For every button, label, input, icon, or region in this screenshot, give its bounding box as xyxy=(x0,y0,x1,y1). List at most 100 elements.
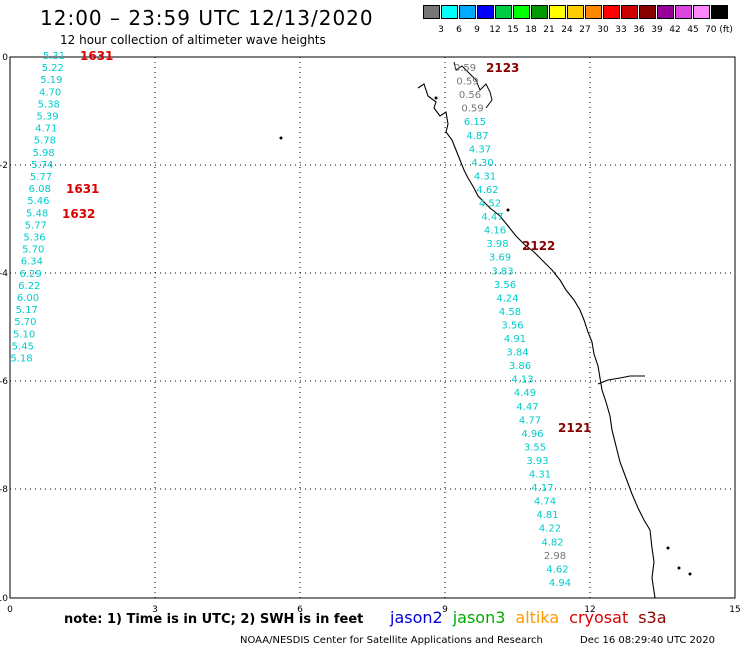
map-title: 12:00 – 23:59 UTC 12/13/2020 xyxy=(40,6,374,30)
color-scale-label: 18 xyxy=(525,25,537,35)
color-scale-label: 45 xyxy=(687,25,699,35)
color-swatch xyxy=(693,5,710,19)
wave-height-value: 5.74 xyxy=(31,160,53,171)
wave-height-value: 4.37 xyxy=(469,144,491,155)
color-swatch xyxy=(441,5,458,19)
wave-height-value: 5.77 xyxy=(30,172,52,183)
wave-height-value: 5.78 xyxy=(34,136,56,147)
wave-height-value: 5.19 xyxy=(40,75,62,86)
wave-height-value: 3.93 xyxy=(526,456,548,467)
wave-height-value: 4.96 xyxy=(521,429,543,440)
wave-height-value: 5.46 xyxy=(27,196,49,207)
satellite-legend: jason2 jason3 altika cryosat s3a xyxy=(390,608,677,627)
wave-height-value: 3.56 xyxy=(501,320,523,331)
wave-height-value: 4.77 xyxy=(519,415,541,426)
coastline xyxy=(417,83,656,599)
color-swatch xyxy=(657,5,674,19)
wave-height-value: 6.08 xyxy=(29,184,51,195)
color-scale-label: 30 xyxy=(597,25,609,35)
x-tick-label: 6 xyxy=(297,605,303,615)
pass-time-label: 2123 xyxy=(486,61,519,75)
wave-height-value: 3.86 xyxy=(509,361,531,372)
wave-height-value: 4.52 xyxy=(479,199,501,210)
wave-height-value: 5.70 xyxy=(22,245,44,256)
color-scale-label: 33 xyxy=(615,25,627,35)
pass-time-label: 1631 xyxy=(66,182,99,196)
satellite-legend-item: jason3 xyxy=(452,608,506,627)
wave-height-value: 4.47 xyxy=(481,212,503,223)
wave-height-value: 4.17 xyxy=(531,483,553,494)
wave-height-value: 4.31 xyxy=(474,171,496,182)
wave-height-value: 0.59 xyxy=(456,77,478,88)
wave-height-value: 5.39 xyxy=(36,112,58,123)
color-scale-label: 42 xyxy=(669,25,681,35)
island xyxy=(434,96,438,100)
island xyxy=(279,136,283,140)
color-swatch xyxy=(603,5,620,19)
color-swatch xyxy=(621,5,638,19)
island xyxy=(666,546,670,550)
wave-height-value: 0.59 xyxy=(454,63,476,74)
color-scale-label: 3 xyxy=(438,25,444,35)
wave-height-value: 5.31 xyxy=(43,51,65,62)
wave-height-value: 3.84 xyxy=(506,348,528,359)
wave-height-value: 4.58 xyxy=(499,307,521,318)
wave-height-value: 5.38 xyxy=(38,99,60,110)
y-tick-label: -6 xyxy=(0,377,8,387)
color-swatch xyxy=(531,5,548,19)
color-swatch xyxy=(585,5,602,19)
wave-height-value: 4.30 xyxy=(471,158,493,169)
wave-height-value: 5.22 xyxy=(42,63,64,74)
wave-height-value: 4.94 xyxy=(549,578,571,589)
pass-time-label: 1632 xyxy=(62,207,95,221)
color-scale-label: 70 (ft) xyxy=(705,25,733,35)
coastline-bay xyxy=(597,375,645,385)
x-tick-label: 9 xyxy=(442,605,448,615)
color-swatch xyxy=(549,5,566,19)
color-swatch xyxy=(423,5,440,19)
color-swatch xyxy=(495,5,512,19)
x-tick-label: 15 xyxy=(729,605,740,615)
satellite-legend-item: cryosat xyxy=(569,608,629,627)
wave-height-value: 6.34 xyxy=(21,257,43,268)
y-tick-label: -4 xyxy=(0,269,8,279)
y-tick-label: 0 xyxy=(2,53,8,63)
color-swatch xyxy=(459,5,476,19)
satellite-legend-item: altika xyxy=(515,608,560,627)
wave-height-value: 5.17 xyxy=(16,305,38,316)
wave-height-value: 4.49 xyxy=(514,388,536,399)
wave-height-value: 5.77 xyxy=(25,220,47,231)
wave-height-value: 4.91 xyxy=(504,334,526,345)
island xyxy=(688,572,692,576)
color-swatch xyxy=(567,5,584,19)
wave-height-value: 5.98 xyxy=(32,148,54,159)
wave-height-value: 3.55 xyxy=(524,442,546,453)
color-scale-label: 12 xyxy=(489,25,501,35)
wave-height-value: 3.69 xyxy=(489,253,511,264)
wave-height-value: 3.98 xyxy=(486,239,508,250)
y-tick-label: -8 xyxy=(0,485,8,495)
x-tick-label: 12 xyxy=(584,605,595,615)
wave-height-value: 4.62 xyxy=(476,185,498,196)
wave-height-value: 4.74 xyxy=(534,497,556,508)
wave-height-value: 4.24 xyxy=(496,293,518,304)
wave-height-value: 3.83 xyxy=(491,266,513,277)
coastline-north xyxy=(453,61,493,109)
wave-height-value: 4.71 xyxy=(35,124,57,135)
credit-text: NOAA/NESDIS Center for Satellite Applica… xyxy=(240,635,543,646)
color-swatch xyxy=(711,5,728,19)
map-frame xyxy=(9,56,736,599)
satellite-legend-item: jason2 xyxy=(390,608,443,627)
island xyxy=(677,566,681,570)
color-scale-label: 15 xyxy=(507,25,519,35)
wave-height-value: 4.31 xyxy=(529,470,551,481)
x-tick-label: 3 xyxy=(152,605,158,615)
pass-time-label: 1631 xyxy=(80,49,113,63)
satellite-legend-item: s3a xyxy=(638,608,667,627)
wave-height-value: 2.98 xyxy=(544,551,566,562)
wave-height-value: 5.18 xyxy=(10,354,32,365)
wave-height-value: 4.62 xyxy=(546,564,568,575)
wave-height-value: 6.00 xyxy=(17,293,39,304)
wave-height-value: 6.15 xyxy=(464,117,486,128)
wave-height-value: 4.47 xyxy=(516,402,538,413)
